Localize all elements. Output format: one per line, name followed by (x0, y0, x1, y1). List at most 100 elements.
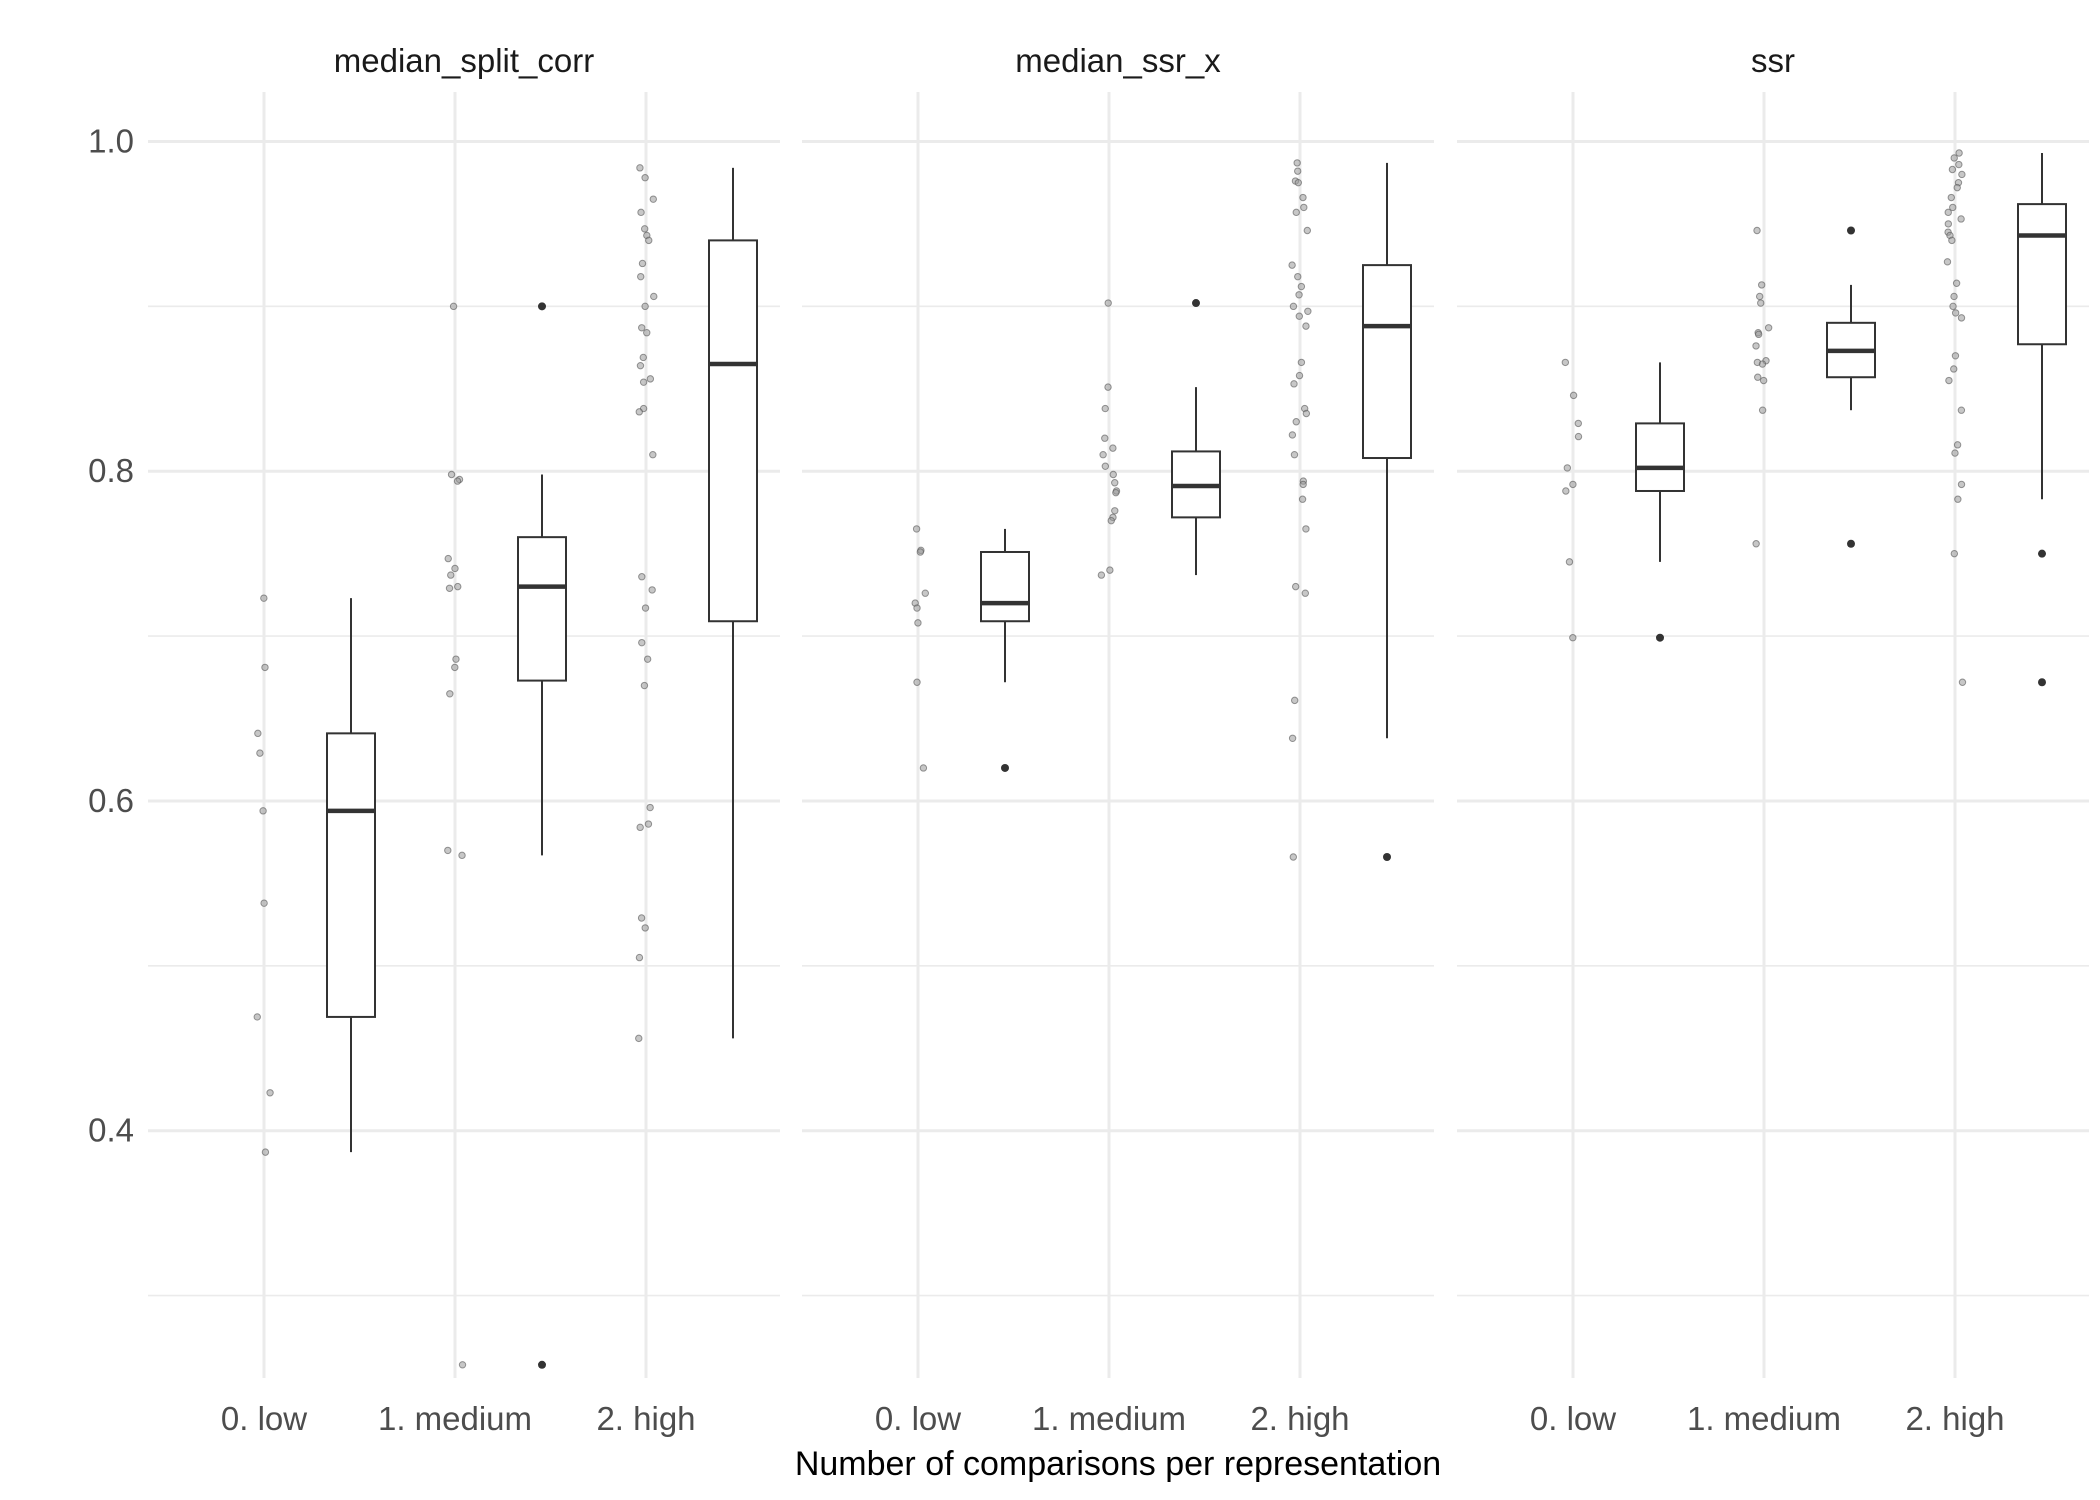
y-tick-label: 0.6 (88, 782, 134, 819)
jitter-point (639, 353, 647, 362)
jitter-point (635, 953, 644, 962)
jitter-point (913, 604, 921, 612)
jitter-point (636, 823, 644, 832)
jitter-point (1759, 376, 1768, 385)
y-axis: 0.4 0.6 0.8 1.0 (88, 122, 134, 1148)
jitter-point (1944, 208, 1952, 217)
jitter-point (1569, 480, 1577, 489)
x-tick-label: 0. low (875, 1400, 961, 1437)
jitter-point (638, 324, 646, 332)
y-tick-label: 0.8 (88, 452, 134, 489)
jitter-point (635, 408, 643, 416)
outlier-point (1383, 853, 1391, 862)
jitter-point (451, 663, 459, 672)
box-group (1943, 149, 2067, 687)
outlier-point (1192, 299, 1200, 308)
jitter-point (649, 195, 657, 203)
x-tick-label: 0. low (221, 1400, 307, 1437)
facet-strip-label: median_split_corr (334, 42, 594, 79)
y-tick-label: 1.0 (88, 122, 134, 159)
jitter-point (641, 604, 650, 612)
jitter-point (1295, 312, 1304, 320)
jitter-point (1958, 170, 1966, 179)
jitter-point (1955, 149, 1963, 157)
jitter-point (1104, 383, 1112, 391)
jitter-point (641, 924, 649, 932)
jitter-point (640, 681, 649, 690)
jitter-point (1109, 470, 1117, 479)
jitter-point (1288, 734, 1297, 742)
jitter-point (1953, 183, 1961, 192)
jitter-point (1101, 404, 1109, 413)
jitter-point (1302, 525, 1310, 533)
jitter-point (1295, 371, 1304, 380)
jitter-point (1957, 314, 1966, 322)
jitter-point (1288, 261, 1296, 269)
jitter-point (646, 803, 654, 812)
jitter-point (1950, 154, 1958, 162)
jitter-point (444, 554, 452, 563)
jitter-point (1302, 322, 1310, 330)
outlier-point (2038, 678, 2046, 687)
jitter-point (444, 846, 452, 855)
jitter-point (636, 164, 644, 172)
jitter-point (638, 638, 646, 647)
box-group (1752, 226, 1876, 548)
box-group (635, 164, 758, 1043)
box-iqr (1635, 422, 1685, 492)
x-tick-label: 1. medium (1687, 1400, 1841, 1437)
jitter-point (1097, 571, 1106, 579)
jitter-point (1563, 464, 1572, 472)
outlier-point (1847, 226, 1855, 235)
jitter-point (260, 899, 268, 907)
jitter-point (1753, 226, 1761, 235)
jitter-point (1569, 634, 1577, 642)
jitter-point (452, 655, 460, 663)
jitter-point (1302, 409, 1311, 418)
x-tick-label: 1. medium (378, 1400, 532, 1437)
jitter-point (645, 236, 653, 245)
jitter-point (1300, 203, 1308, 212)
jitter-point (451, 564, 459, 573)
jitter-point (913, 678, 921, 686)
outlier-point (538, 1360, 546, 1369)
jitter-point (1297, 282, 1306, 291)
jitter-point (635, 1034, 643, 1043)
jitter-point (1954, 495, 1962, 503)
box-iqr (1362, 264, 1412, 460)
jitter-point (641, 302, 649, 311)
jitter-point (1289, 853, 1298, 861)
jitter-point (650, 292, 658, 301)
jitter-point (1292, 418, 1300, 426)
jitter-point (1949, 203, 1957, 212)
x-tick-label: 0. low (1530, 1400, 1616, 1437)
jitter-point (1304, 307, 1312, 315)
facet-strip-label: ssr (1751, 42, 1795, 79)
facet-strip-label: median_ssr_x (1015, 42, 1221, 79)
box-iqr (326, 732, 376, 1018)
jitter-point (637, 272, 645, 281)
jitter-point (1574, 419, 1582, 428)
jitter-point (646, 375, 655, 383)
jitter-point (458, 1361, 467, 1369)
jitter-point (1951, 309, 1960, 317)
box-group (1561, 358, 1685, 642)
jitter-point (1107, 516, 1115, 525)
jitter-point (1757, 299, 1765, 307)
jitter-point (638, 573, 646, 581)
jitter-point (1951, 449, 1959, 457)
x-tick-label: 1. medium (1032, 1400, 1186, 1437)
jitter-point (1299, 193, 1307, 202)
jitter-point (1752, 540, 1760, 548)
jitter-point (1950, 292, 1958, 301)
jitter-point (1957, 406, 1966, 414)
jitter-point (1947, 193, 1955, 202)
box-group (253, 594, 376, 1156)
box-iqr (980, 550, 1030, 623)
jitter-point (1943, 258, 1952, 266)
jitter-point (912, 525, 921, 533)
jitter-point (638, 259, 647, 268)
jitter-point (914, 619, 922, 627)
